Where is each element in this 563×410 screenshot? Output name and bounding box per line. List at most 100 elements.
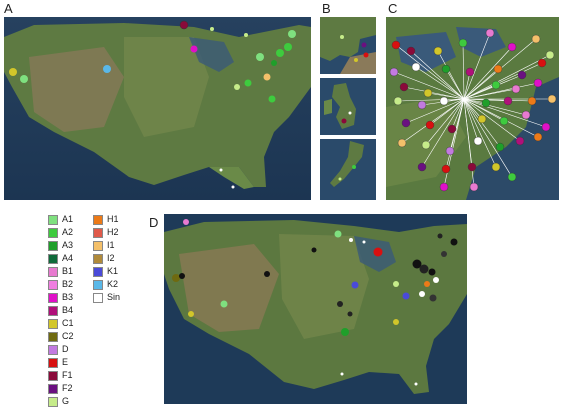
legend-swatch — [48, 332, 58, 342]
connection-line — [451, 98, 465, 130]
connection-line — [463, 98, 521, 142]
sample-marker — [465, 67, 475, 77]
legend-swatch — [48, 371, 58, 381]
legend-label: A1 — [62, 214, 74, 224]
map-panel-a — [4, 17, 311, 200]
sample-marker — [493, 64, 503, 74]
legend-label: B4 — [62, 305, 74, 315]
sample-marker — [391, 40, 401, 50]
connection-line — [415, 66, 465, 100]
legend-swatch — [48, 241, 58, 251]
sample-marker — [517, 70, 527, 80]
connection-line — [425, 98, 465, 146]
legend-swatch — [48, 345, 58, 355]
legend-swatch — [93, 241, 103, 251]
sample-marker — [507, 172, 517, 182]
legend-swatch — [48, 397, 58, 407]
legend-swatch — [93, 293, 103, 303]
legend-swatch — [48, 254, 58, 264]
legend-label: A4 — [62, 253, 74, 263]
legend-swatch — [48, 267, 58, 277]
legend-swatch — [48, 358, 58, 368]
legend-label: G — [62, 396, 70, 406]
sample-marker — [499, 116, 509, 126]
connection-line — [397, 98, 465, 102]
legend-label: I1 — [107, 240, 115, 250]
connection-line — [463, 98, 479, 142]
sample-marker — [521, 110, 531, 120]
legend-label: Sin — [107, 292, 121, 302]
legend-swatch — [93, 267, 103, 277]
connection-line — [445, 98, 465, 170]
sample-marker — [491, 80, 501, 90]
connection-line — [401, 98, 465, 144]
legend-label: B1 — [62, 266, 74, 276]
legend-label: B2 — [62, 279, 74, 289]
sample-marker — [411, 62, 421, 72]
connection-line — [463, 98, 547, 128]
legend-label: F2 — [62, 383, 73, 393]
legend-swatch — [93, 280, 103, 290]
sample-marker — [473, 136, 483, 146]
connection-line — [437, 50, 465, 100]
connection-line — [463, 84, 497, 100]
connection-line — [463, 68, 499, 100]
connection-line — [463, 98, 539, 138]
sample-marker — [439, 182, 449, 192]
sample-marker — [477, 114, 487, 124]
legend-label: C2 — [62, 331, 74, 341]
legend-label: A2 — [62, 227, 74, 237]
sample-marker — [469, 182, 479, 192]
sample-marker — [406, 46, 416, 56]
sample-marker — [423, 88, 433, 98]
sample-marker — [399, 82, 409, 92]
connection-line — [463, 98, 513, 178]
panel-label-c: C — [388, 1, 398, 16]
world-inset-maps — [320, 17, 376, 200]
legend-label: K2 — [107, 279, 119, 289]
sample-marker — [417, 100, 427, 110]
legend: A1 A2 A3 A4 B1 B2 B3 B4 C1 C2 D E F1 F2 G H1 H2 I1 I2 K1 K2… — [48, 214, 148, 410]
sample-marker — [507, 42, 517, 52]
legend-swatch — [93, 254, 103, 264]
legend-swatch — [48, 215, 58, 225]
legend-swatch — [48, 228, 58, 238]
sample-marker — [547, 94, 557, 104]
sample-marker — [485, 28, 495, 38]
connection-line — [463, 71, 471, 100]
connection-line — [421, 98, 465, 168]
sample-marker — [397, 138, 407, 148]
sample-marker — [537, 58, 547, 68]
legend-label: A3 — [62, 240, 74, 250]
connection-line — [463, 82, 539, 100]
legend-label: H1 — [107, 214, 119, 224]
sample-marker — [439, 96, 449, 106]
sample-marker — [425, 120, 435, 130]
sample-marker — [421, 140, 431, 150]
sample-marker — [533, 132, 543, 142]
legend-label: E — [62, 357, 69, 367]
connection-line — [403, 86, 465, 100]
sample-marker — [527, 96, 537, 106]
sample-marker — [495, 142, 505, 152]
panel-label-d: D — [149, 215, 159, 230]
connection-line — [463, 98, 527, 116]
sample-marker — [533, 78, 543, 88]
legend-label: H2 — [107, 227, 119, 237]
sample-marker — [503, 96, 513, 106]
sample-marker — [515, 136, 525, 146]
connection-line — [462, 42, 465, 100]
sample-marker — [441, 64, 451, 74]
sample-marker — [458, 38, 468, 48]
legend-label: I2 — [107, 253, 115, 263]
legend-swatch — [48, 293, 58, 303]
sample-marker — [417, 162, 427, 172]
sample-marker — [401, 118, 411, 128]
sample-marker — [511, 84, 521, 94]
connection-line — [445, 68, 465, 100]
legend-swatch — [48, 319, 58, 329]
connection-line — [463, 98, 497, 168]
us-satellite-map-d — [164, 214, 467, 404]
legend-label: C1 — [62, 318, 74, 328]
us-satellite-map — [4, 17, 311, 200]
